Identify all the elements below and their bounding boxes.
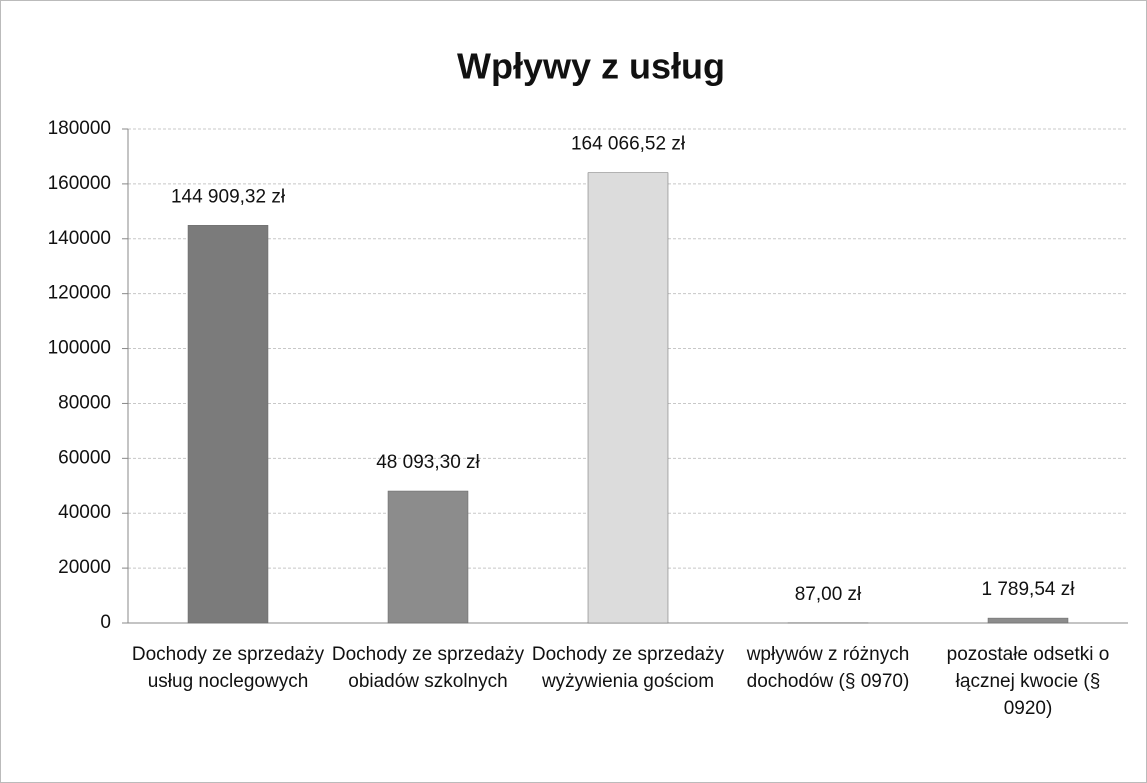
data-label: 1 789,54 zł	[982, 579, 1076, 600]
x-tick-label: Dochody ze sprzedaży usług noclegowych	[131, 644, 325, 692]
bar	[987, 617, 1069, 624]
data-label: 164 066,52 zł	[571, 134, 686, 155]
y-tick-label: 20000	[58, 557, 111, 578]
data-label: 48 093,30 zł	[376, 452, 480, 473]
x-tick-label: wpływów z różnych dochodów (§ 0970)	[746, 644, 910, 692]
y-tick-label: 80000	[58, 392, 111, 413]
bar	[387, 490, 469, 624]
y-tick-label: 180000	[48, 118, 111, 139]
y-tick-label: 120000	[48, 283, 111, 304]
y-tick-label: 40000	[58, 502, 111, 523]
data-label: 87,00 zł	[795, 584, 862, 605]
y-tick-label: 160000	[48, 173, 111, 194]
chart-title: Wpływy z usług	[457, 46, 725, 87]
bar	[187, 225, 269, 624]
y-tick-label: 0	[100, 612, 111, 633]
x-tick-label: Dochody ze sprzedaży obiadów szkolnych	[331, 644, 525, 692]
x-tick-label: Dochody ze sprzedaży wyżywienia gościom	[531, 644, 725, 692]
bar	[587, 172, 669, 624]
y-tick-label: 140000	[48, 228, 111, 249]
y-tick-label: 60000	[58, 447, 111, 468]
data-label: 144 909,32 zł	[171, 186, 286, 207]
y-tick-label: 100000	[48, 338, 111, 359]
x-tick-label: pozostałe odsetki o łącznej kwocie (§ 09…	[946, 644, 1110, 719]
